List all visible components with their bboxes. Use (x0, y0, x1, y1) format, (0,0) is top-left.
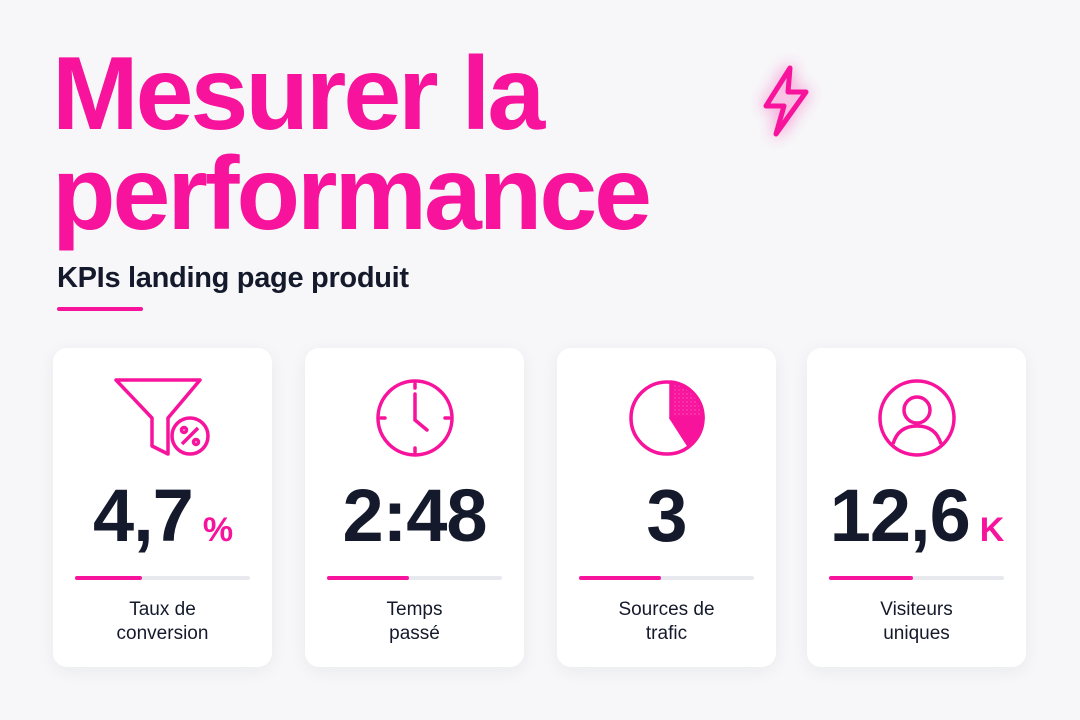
kpi-value: 12,6 K (807, 473, 1026, 558)
kpi-card: 3 Sources de trafic (557, 348, 776, 667)
kpi-card: 12,6 K Visiteurs uniques (807, 348, 1026, 667)
progress-track (75, 576, 250, 580)
progress-fill (327, 576, 410, 580)
progress-fill (579, 576, 662, 580)
kpi-card: 4,7% Taux de conversion (53, 348, 272, 667)
text: % (202, 511, 233, 549)
kpi-card: 2:48 Temps passé (305, 348, 524, 667)
text: 3 (646, 474, 687, 557)
bolt-icon (763, 65, 809, 137)
text: 4,7 (92, 474, 194, 557)
pie-icon (628, 380, 705, 456)
kpi-value: 4,7% (53, 473, 272, 558)
user-icon (877, 379, 956, 457)
title: Mesurer la (52, 36, 545, 152)
text: 2:48 (342, 474, 487, 557)
kpi-value: 2:48 (305, 473, 524, 558)
kpi-value: 3 (557, 473, 776, 558)
clock-icon (375, 379, 454, 457)
progress-track (579, 576, 754, 580)
funnel-icon (113, 378, 210, 456)
subtitle: KPIs landing page produit (57, 262, 409, 294)
kpi-label: Sources de trafic (618, 599, 715, 644)
kpi-label: Taux de conversion (116, 599, 209, 644)
progress-track (829, 576, 1004, 580)
progress-fill (829, 576, 913, 580)
text: 12,6 (829, 474, 971, 557)
progress-track (327, 576, 502, 580)
progress-fill (75, 576, 142, 580)
text: K (979, 511, 1005, 549)
title: performance (52, 136, 652, 252)
underline (57, 307, 143, 311)
kpi-label: Temps passé (386, 599, 443, 644)
kpi-label: Visiteurs uniques (880, 599, 953, 644)
